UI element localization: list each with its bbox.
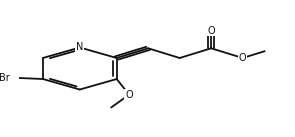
- Text: Br: Br: [0, 73, 10, 83]
- Text: O: O: [207, 26, 215, 36]
- Text: O: O: [239, 53, 246, 63]
- Text: O: O: [125, 90, 133, 100]
- Text: N: N: [76, 42, 83, 52]
